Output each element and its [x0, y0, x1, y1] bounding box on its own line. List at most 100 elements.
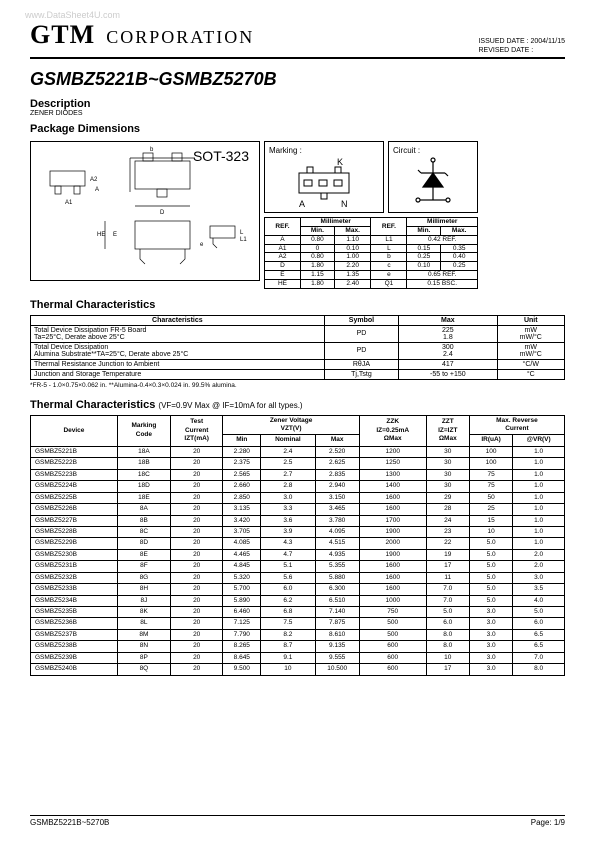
marking-box: Marking : K A N [264, 141, 384, 213]
dim-max1: Max. [334, 226, 371, 235]
dim-row: HE1.802.40Q10.15 BSC. [265, 279, 478, 288]
package-row: SOT-323 [30, 141, 565, 288]
circuit-label: Circuit : [393, 146, 473, 155]
svg-text:A1: A1 [65, 200, 73, 206]
thermal2-subtitle: (VF=0.9V Max @ IF=10mA for all types.) [158, 401, 302, 410]
mt-ir: IR(uA) [469, 435, 512, 446]
revised-label: REVISED DATE : [478, 46, 565, 55]
table-row: GSMBZ5233B8H205.7006.06.30016007.05.03.5 [31, 584, 565, 595]
table-row: GSMBZ5239B8P208.6459.19.555600103.07.0 [31, 652, 565, 663]
dim-ref-h: REF. [265, 218, 301, 236]
company-logo: GTM [30, 20, 95, 49]
thermal1-footnote: *FR-5 - 1.0×0.75×0.062 in. **Alumina-0.4… [30, 382, 565, 389]
mt-test: TestCurrentIZT(mA) [170, 415, 222, 446]
thermal1-row: Junction and Storage TemperatureTj,Tstg-… [31, 369, 565, 379]
right-column: Marking : K A N Circuit : [264, 141, 478, 288]
table-row: GSMBZ5232B8G205.3205.65.8801600115.03.0 [31, 572, 565, 583]
table-row: GSMBZ5240B8Q209.5001010.500600173.08.0 [31, 664, 565, 675]
table-row: GSMBZ5231B8F204.8455.15.3551600175.02.0 [31, 561, 565, 572]
description-heading: Description [30, 98, 565, 110]
dim-row: A0.801.10L10.42 REF. [265, 235, 478, 244]
svg-text:E: E [113, 232, 117, 238]
thermal1-table: Characteristics Symbol Max Unit Total De… [30, 315, 565, 380]
thermal1-row: Total Device Dissipation FR-5 BoardTa=25… [31, 325, 565, 342]
thermal1-heading: Thermal Characteristics [30, 299, 565, 311]
dim-mm-h2: Millimeter [407, 218, 478, 227]
th1-c2: Max [399, 315, 497, 325]
table-row: GSMBZ5230B8E204.4654.74.9351900195.02.0 [31, 549, 565, 560]
issued-date: 2004/11/15 [530, 38, 565, 45]
th1-c1: Symbol [324, 315, 399, 325]
package-heading: Package Dimensions [30, 123, 565, 135]
dimension-table: REF. Millimeter REF. Millimeter Min. Max… [264, 217, 478, 288]
thermal2-heading-text: Thermal Characteristics [30, 399, 155, 411]
dim-row: D1.802.20c0.100.25 [265, 262, 478, 271]
main-table: Device MarkingCode TestCurrentIZT(mA) Ze… [30, 415, 565, 676]
table-row: GSMBZ5234B8J205.8906.26.51010007.05.04.0 [31, 595, 565, 606]
mt-max: Max [315, 435, 359, 446]
mt-min: Min [223, 435, 261, 446]
issued-label: ISSUED DATE : [478, 38, 528, 45]
svg-text:L1: L1 [240, 237, 247, 243]
thermal1-row: Total Device DissipationAlumina Substrat… [31, 342, 565, 359]
table-row: GSMBZ5237B8M207.7908.28.6105008.03.06.5 [31, 629, 565, 640]
mt-nom: Nominal [261, 435, 315, 446]
dim-row: A100.10L0.150.35 [265, 244, 478, 253]
marking-label: Marking : [269, 146, 379, 155]
mt-vr: @VR(V) [513, 435, 565, 446]
svg-text:D: D [160, 210, 165, 216]
table-row: GSMBZ5222B18B202.3752.52.6251250301001.0 [31, 458, 565, 469]
svg-text:b: b [150, 147, 154, 153]
dim-min1: Min. [300, 226, 334, 235]
svg-text:A: A [95, 187, 99, 193]
mt-zzt: ZZTIZ=IZTΩMax [426, 415, 469, 446]
table-row: GSMBZ5235B8K206.4606.87.1407505.03.05.0 [31, 607, 565, 618]
th1-c3: Unit [497, 315, 564, 325]
mt-marking: MarkingCode [117, 415, 170, 446]
svg-text:A2: A2 [90, 177, 98, 183]
thermal2-heading: Thermal Characteristics (VF=0.9V Max @ I… [30, 399, 565, 411]
circuit-box: Circuit : [388, 141, 478, 213]
package-drawing: SOT-323 [30, 141, 260, 281]
th1-c0: Characteristics [31, 315, 325, 325]
table-row: GSMBZ5224B18D202.6602.82.940140030751.0 [31, 481, 565, 492]
mt-device: Device [31, 415, 118, 446]
table-row: GSMBZ5228B8C203.7053.94.095190023101.0 [31, 526, 565, 537]
svg-text:HE: HE [97, 232, 105, 238]
footer: GSMBZ5221B~5270B Page: 1/9 [30, 815, 565, 827]
dim-mm-h1: Millimeter [300, 218, 371, 227]
svg-text:e: e [200, 242, 204, 248]
footer-right: Page: 1/9 [531, 818, 565, 827]
table-row: GSMBZ5236B8L207.1257.57.8755006.03.06.0 [31, 618, 565, 629]
footer-left: GSMBZ5221B~5270B [30, 818, 109, 827]
dim-min2: Min. [407, 226, 441, 235]
date-block: ISSUED DATE : 2004/11/15 REVISED DATE : [478, 37, 565, 55]
package-outline-svg: A1 A2 A D HE E e L1 L b [35, 146, 255, 276]
mt-zzk: ZZKIZ=0.25mAΩMax [359, 415, 426, 446]
dim-row: A20.801.00b0.250.40 [265, 253, 478, 262]
svg-text:A: A [299, 199, 305, 209]
corporation-text: CORPORATION [106, 27, 254, 47]
description-sub: ZENER DIODES [30, 110, 565, 117]
mt-rev: Max. ReverseCurrent [469, 415, 564, 435]
circuit-svg [393, 155, 473, 210]
table-row: GSMBZ5221B18A202.2802.42.5201200301001.0 [31, 446, 565, 457]
svg-text:N: N [341, 199, 348, 209]
table-row: GSMBZ5238B8N208.2658.79.1356008.03.06.5 [31, 641, 565, 652]
thermal1-row: Thermal Resistance Junction to AmbientRθ… [31, 359, 565, 369]
marking-svg: K A N [269, 155, 379, 210]
part-title: GSMBZ5221B~GSMBZ5270B [30, 69, 565, 90]
table-row: GSMBZ5225B18E202.8503.03.150160029501.0 [31, 492, 565, 503]
table-row: GSMBZ5223B18C202.5652.72.835130030751.0 [31, 469, 565, 480]
watermark: www.DataSheet4U.com [25, 10, 120, 20]
svg-text:K: K [337, 157, 343, 167]
dim-ref-h2: REF. [371, 218, 407, 236]
header: GTM CORPORATION ISSUED DATE : 2004/11/15… [30, 20, 565, 59]
sot-label: SOT-323 [193, 148, 249, 164]
svg-text:L: L [240, 230, 244, 236]
mt-zener: Zener VoltageVZT(V) [223, 415, 359, 435]
dim-row: E1.151.35e0.65 REF. [265, 270, 478, 279]
table-row: GSMBZ5226B8A203.1353.33.465160028251.0 [31, 504, 565, 515]
dim-max2: Max. [441, 226, 478, 235]
table-row: GSMBZ5227B8B203.4203.63.780170024151.0 [31, 515, 565, 526]
